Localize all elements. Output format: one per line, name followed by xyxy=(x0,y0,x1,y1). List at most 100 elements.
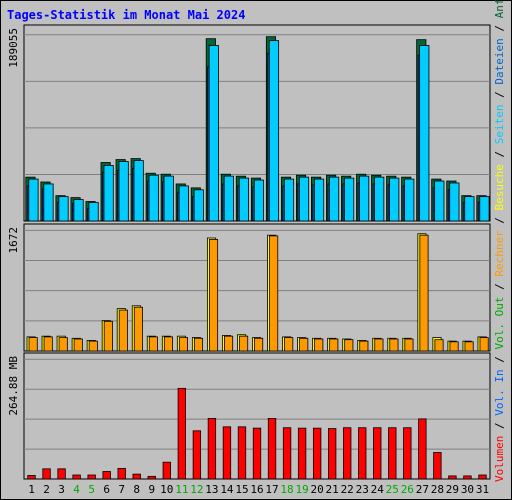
bar-volumen-day-undefined xyxy=(102,471,111,480)
bar-volumen-day-undefined xyxy=(373,427,382,480)
y-axis-max-label: 264.88 MB xyxy=(7,356,20,416)
bar-volumen-day-undefined xyxy=(282,427,292,480)
legend-entry: Vol. Out xyxy=(493,297,506,350)
legend-entry: Vol. In xyxy=(493,369,506,415)
bar-volumen-day-undefined xyxy=(27,475,36,480)
bar-volumen-day-undefined xyxy=(42,468,51,480)
x-tick-label: 6 xyxy=(103,483,110,496)
bar-rechner-day-undefined xyxy=(163,336,173,352)
y-axis-max-label: 189055 xyxy=(7,28,20,68)
x-tick-label: 25 xyxy=(386,483,399,496)
x-tick-label: 29 xyxy=(446,483,459,496)
bar-seiten-day-5 xyxy=(88,202,99,222)
bar-seiten-day-27 xyxy=(419,45,430,222)
bar-seiten-day-13 xyxy=(208,45,219,222)
legend-entry: Anfragen xyxy=(493,0,506,18)
x-tick-label: 7 xyxy=(118,483,125,496)
panel-1: 189055 xyxy=(7,24,491,222)
bar-volumen-day-undefined xyxy=(388,427,397,480)
bar-rechner-day-undefined xyxy=(224,335,234,352)
bar-seiten-day-29 xyxy=(449,182,460,222)
bar-seiten-day-7 xyxy=(118,161,129,222)
x-tick-label: 5 xyxy=(88,483,95,496)
legend-entry: / xyxy=(493,85,506,105)
bar-rechner-day-undefined xyxy=(269,235,279,352)
bar-volumen-day-undefined xyxy=(267,418,277,480)
bar-seiten-day-9 xyxy=(148,174,159,222)
x-tick-label: 4 xyxy=(73,483,80,496)
bar-rechner-day-undefined xyxy=(208,239,219,352)
bar-seiten-day-20 xyxy=(314,178,325,222)
legend-entry: Volumen xyxy=(493,436,506,482)
x-tick-label: 11 xyxy=(175,483,188,496)
chart-panels: 189055 1672 264.88 MB xyxy=(7,24,491,480)
bar-volumen-day-undefined xyxy=(177,387,187,480)
x-tick-label: 18 xyxy=(280,483,293,496)
bar-volumen-day-undefined xyxy=(237,426,247,480)
x-tick-label: 23 xyxy=(356,483,369,496)
bar-rechner-day-undefined xyxy=(449,341,459,352)
x-tick-label: 2 xyxy=(43,483,50,496)
legend: Volumen / Vol. In / Vol. Out / Rechner /… xyxy=(493,0,506,482)
x-tick-label: 21 xyxy=(326,483,339,496)
x-tick-label: 17 xyxy=(265,483,278,496)
bar-volumen-day-undefined xyxy=(403,427,412,480)
bar-rechner-day-undefined xyxy=(118,309,128,352)
legend-entry: / xyxy=(493,277,506,297)
panel-2: 1672 xyxy=(7,223,491,352)
bar-seiten-day-1 xyxy=(28,178,39,222)
bar-rechner-day-undefined xyxy=(434,339,444,352)
bar-seiten-day-28 xyxy=(434,180,445,222)
bar-rechner-day-undefined xyxy=(193,337,204,352)
bar-seiten-day-2 xyxy=(43,183,54,222)
bar-volumen-day-undefined xyxy=(132,473,141,480)
bar-volumen-day-undefined xyxy=(87,474,96,480)
bar-volumen-day-undefined xyxy=(478,474,487,480)
bar-seiten-day-6 xyxy=(103,165,114,222)
bar-volumen-day-undefined xyxy=(192,430,202,480)
bar-seiten-day-12 xyxy=(193,189,204,222)
bar-volumen-day-undefined xyxy=(312,427,322,480)
bar-volumen-day-undefined xyxy=(448,475,457,480)
bar-volumen-day-undefined xyxy=(343,427,352,480)
bar-seiten-day-19 xyxy=(298,176,310,222)
bar-rechner-day-undefined xyxy=(103,320,113,352)
bar-volumen-day-undefined xyxy=(327,428,337,480)
bar-seiten-day-17 xyxy=(268,40,280,222)
bar-rechner-day-undefined xyxy=(178,337,189,352)
bar-seiten-day-11 xyxy=(178,185,189,222)
bar-volumen-day-undefined xyxy=(162,461,171,480)
bar-seiten-day-31 xyxy=(479,196,490,222)
legend-entry: / xyxy=(493,350,506,370)
bar-seiten-day-22 xyxy=(344,177,355,222)
bar-seiten-day-3 xyxy=(58,196,69,222)
legend-entry: / xyxy=(493,18,506,38)
x-tick-label: 24 xyxy=(371,483,385,496)
bar-rechner-day-undefined xyxy=(464,341,474,352)
x-tick-label: 13 xyxy=(205,483,218,496)
x-tick-label: 28 xyxy=(431,483,444,496)
bar-rechner-day-undefined xyxy=(254,337,264,352)
x-tick-label: 8 xyxy=(133,483,140,496)
x-tick-label: 26 xyxy=(401,483,414,496)
y-axis-max-label: 1672 xyxy=(7,227,20,254)
bar-rechner-day-undefined xyxy=(419,234,429,352)
legend-entry: Dateien xyxy=(493,38,506,84)
bar-rechner-day-undefined xyxy=(73,338,83,352)
bar-volumen-day-undefined xyxy=(463,475,472,480)
bar-seiten-day-14 xyxy=(223,175,234,222)
bar-rechner-day-undefined xyxy=(133,306,143,352)
panel-3: 264.88 MB xyxy=(7,352,491,480)
bar-seiten-day-8 xyxy=(133,160,144,222)
x-axis-tick-labels: 1 2 3 4 5 6 7 8 9 10 11 12 13 14 15 16 17 18 19 20 21 22 23 24 2… xyxy=(28,483,489,496)
bar-rechner-day-undefined xyxy=(344,339,354,352)
bar-rechner-day-undefined xyxy=(314,338,324,352)
bar-volumen-day-undefined xyxy=(147,475,156,480)
legend-entry: Seiten xyxy=(493,104,506,144)
x-tick-label: 19 xyxy=(295,483,308,496)
bar-rechner-day-undefined xyxy=(88,340,98,352)
bar-seiten-day-10 xyxy=(163,175,174,222)
legend-entry: / xyxy=(493,144,506,164)
bar-rechner-day-undefined xyxy=(374,338,384,352)
